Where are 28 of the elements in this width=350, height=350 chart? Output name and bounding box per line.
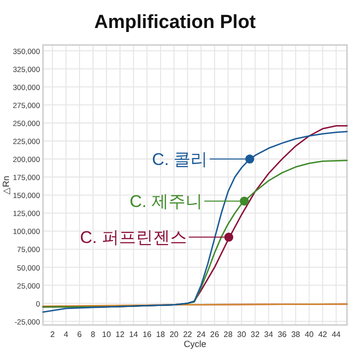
- x-tick-label: 4: [64, 330, 69, 339]
- x-tick-label: 10: [102, 330, 112, 339]
- x-tick-label: 6: [77, 330, 82, 339]
- x-tick-label: 8: [90, 330, 96, 339]
- x-axis-title: Cycle: [184, 339, 206, 349]
- x-tick-label: 16: [142, 330, 152, 339]
- x-tick-label: 20: [170, 330, 180, 339]
- x-tick-label: 2: [50, 330, 56, 339]
- chart-title: Amplification Plot: [94, 12, 256, 33]
- x-tick-label: 34: [264, 330, 274, 339]
- x-tick-label: 42: [318, 330, 328, 339]
- annotation: C. 퍼프린젠스: [80, 228, 187, 248]
- x-tick-label: 12: [116, 330, 126, 339]
- x-tick-label: 40: [304, 330, 314, 339]
- x-tick-label: 28: [224, 330, 234, 339]
- x-tick-label: 32: [250, 330, 260, 339]
- x-tick-label: 30: [237, 330, 247, 339]
- x-tick-label: 18: [156, 330, 166, 339]
- x-tick-label: 14: [129, 330, 139, 339]
- x-tick-label: 38: [291, 330, 301, 339]
- x-tick-label: 36: [278, 330, 288, 339]
- x-tick-label: 26: [210, 330, 220, 339]
- x-tick-label: 22: [183, 330, 193, 339]
- annotation: C. 콜리: [152, 150, 208, 170]
- x-tick-label: 24: [196, 330, 206, 339]
- y-axis-title: △Rn: [1, 176, 11, 194]
- x-tick-label: 44: [332, 330, 342, 339]
- annotation: C. 제주니: [130, 192, 202, 212]
